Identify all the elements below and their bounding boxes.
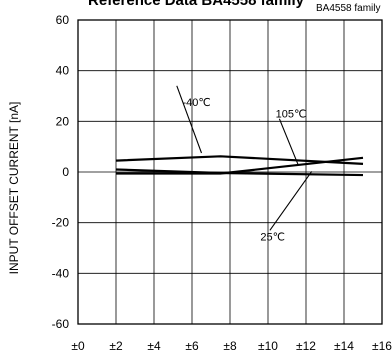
x-tick-label: ±16: [372, 339, 392, 353]
series-line: [115, 168, 364, 177]
annotations-layer: -40℃ 105℃ 25℃: [176, 85, 313, 243]
annotation-leader: [269, 171, 313, 231]
series-line: [115, 155, 364, 165]
page-title: Reference Data BA4558 family: [88, 0, 304, 9]
y-tick-label: -40: [52, 266, 70, 280]
series-annotation: 105℃: [276, 108, 307, 120]
series-annotation: 25℃: [260, 231, 285, 243]
series-layer: [115, 155, 364, 177]
x-tick-label: ±8: [223, 339, 237, 353]
y-tick-label: 40: [56, 64, 70, 78]
x-tick-label: ±4: [147, 339, 161, 353]
x-tick-label: ±10: [258, 339, 278, 353]
x-tick-label: ±12: [296, 339, 316, 353]
annotation-leader: [278, 118, 299, 166]
x-tick-label: ±6: [185, 339, 199, 353]
y-tick-label: 0: [62, 165, 69, 179]
x-tick-label: ±14: [334, 339, 354, 353]
annotation-leader: [176, 85, 203, 154]
tick-labels: -60 -40 -20 0 20 40 60 ±0 ±2 ±4 ±6 ±8 ±10 ±12 ±14 ±16: [52, 13, 392, 353]
y-axis-label: INPUT OFFSET CURRENT [nA]: [7, 102, 21, 275]
x-tick-label: ±0: [71, 339, 85, 353]
y-tick-label: -20: [52, 216, 70, 230]
series-annotation: -40℃: [183, 97, 211, 109]
y-tick-label: 60: [56, 13, 70, 27]
chart-subtitle: BA4558 family: [316, 3, 381, 14]
x-tick-label: ±2: [109, 339, 123, 353]
plot-frame: [77, 19, 383, 325]
y-tick-label: -60: [52, 317, 70, 331]
y-tick-label: 20: [56, 114, 70, 128]
